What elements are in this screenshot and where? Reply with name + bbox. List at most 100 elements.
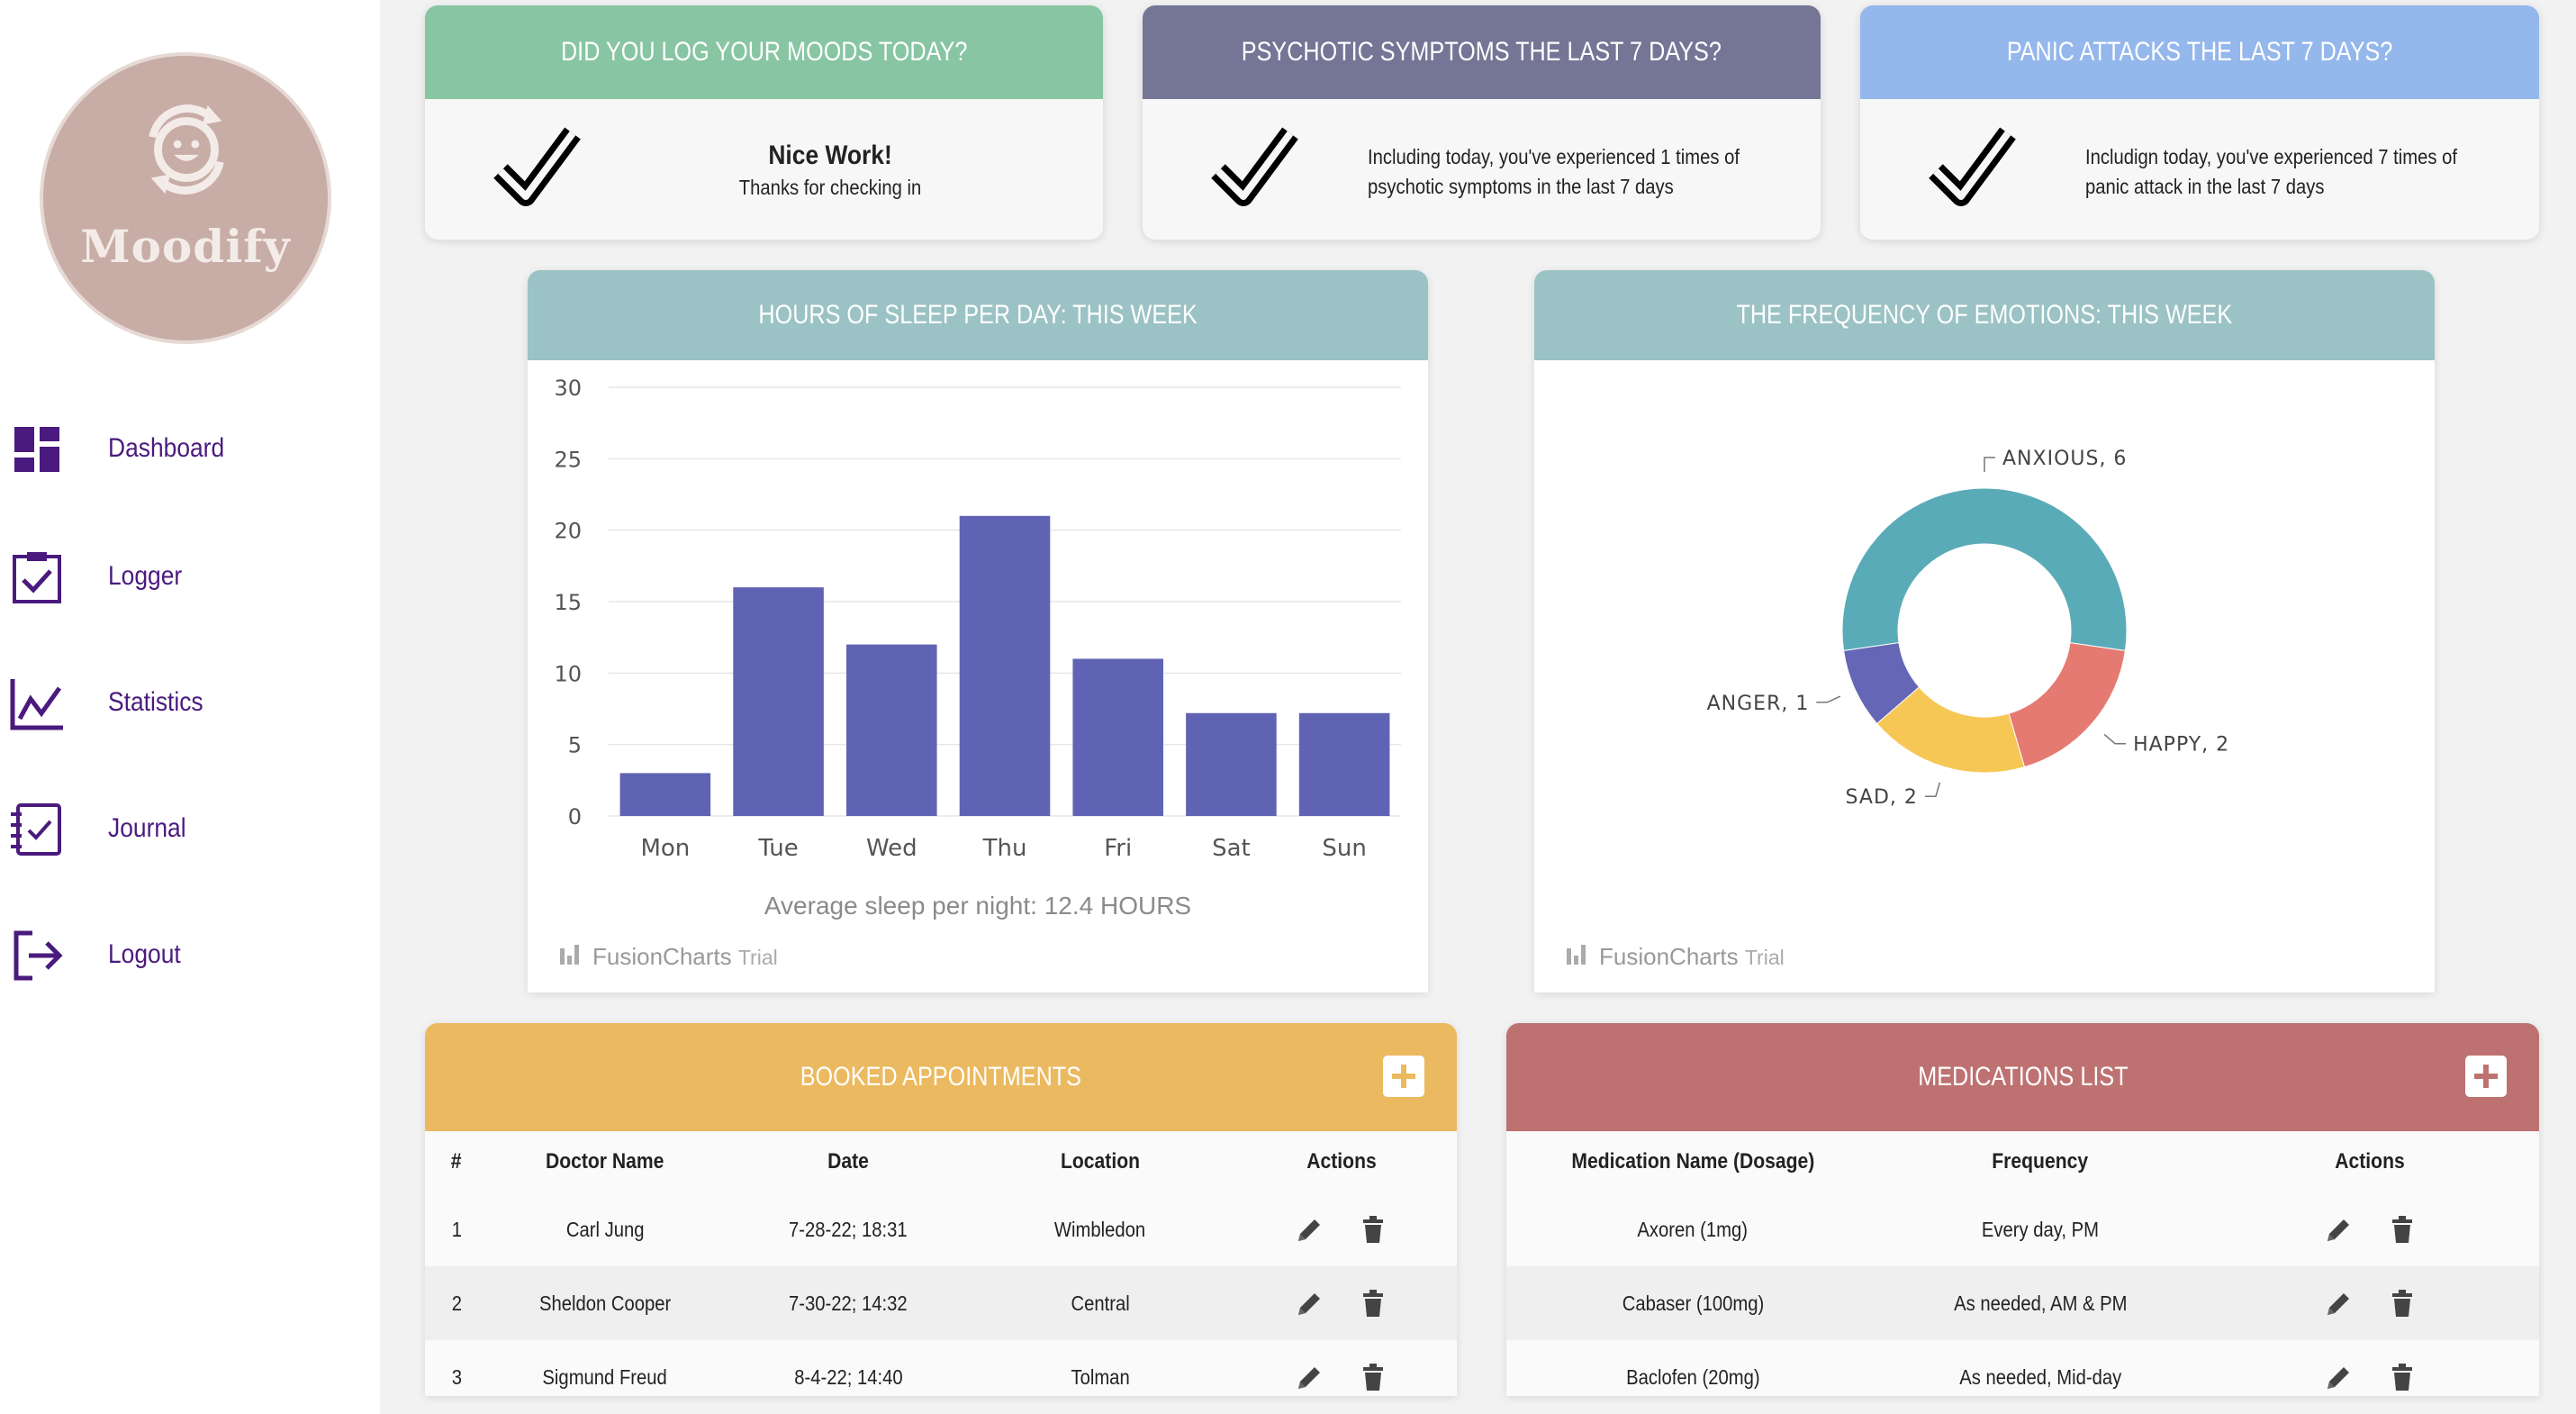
add-medication-button[interactable] (2465, 1056, 2507, 1097)
checkmark-icon (1929, 127, 2016, 206)
nav-item-logout[interactable]: Logout (0, 919, 380, 991)
edit-icon[interactable] (1295, 1288, 1325, 1319)
nav-item-statistics[interactable]: Statistics (0, 666, 380, 739)
mood-log-heading: Nice Work! (768, 140, 892, 170)
cell-doctor: Sheldon Cooper (538, 1291, 672, 1315)
y-tick-label: 5 (568, 733, 582, 758)
psychotic-symptoms-line1: Including today, you've experienced 1 ti… (1368, 145, 1740, 168)
cell-doctor: Carl Jung (565, 1217, 645, 1241)
delete-icon[interactable] (2387, 1288, 2418, 1319)
col-header-actions: Actions (1306, 1149, 1377, 1174)
medications-header: MEDICATIONS LIST (1506, 1023, 2539, 1131)
col-header-actions: Actions (2335, 1149, 2406, 1174)
edit-icon[interactable] (1295, 1214, 1325, 1245)
cell-actions (2201, 1340, 2539, 1396)
panic-attacks-line2: panic attack in the last 7 days (2085, 175, 2325, 198)
cell-frequency: As needed, Mid-day (1958, 1364, 2122, 1389)
slice-connector (2103, 733, 2127, 745)
cell-number: 3 (451, 1364, 462, 1389)
bar-tue[interactable] (733, 587, 824, 816)
slice-label: ANGER, 1 (1707, 693, 1810, 715)
sleep-bar-chart: 0 5 10 15 20 25 30 Mon Tue Wed Thu Fri Sat Sun (554, 376, 1401, 862)
cell-medication: Cabaser (100mg) (1622, 1291, 1764, 1315)
table-row: 3 Sigmund Freud 8-4-22; 14:40 Tolman (425, 1340, 1457, 1396)
x-tick-label: Thu (982, 835, 1027, 862)
bar-mon[interactable] (619, 773, 711, 816)
col-header-number: # (451, 1149, 462, 1174)
y-tick-label: 10 (554, 661, 582, 686)
checkmark-icon (1211, 127, 1298, 206)
bar-sat[interactable] (1186, 712, 1277, 816)
dashboard-icon (14, 427, 59, 472)
cell-medication: Axoren (1mg) (1637, 1217, 1749, 1241)
emotion-chart-header: THE FREQUENCY OF EMOTIONS: THIS WEEK (1534, 270, 2435, 360)
sleep-chart-header: HOURS OF SLEEP PER DAY: THIS WEEK (528, 270, 1428, 360)
bar-sun[interactable] (1298, 712, 1390, 816)
col-header-medication: Medication Name (Dosage) (1571, 1149, 1814, 1174)
panic-attacks-line1: Includign today, you've experienced 7 ti… (2085, 145, 2458, 168)
fusioncharts-logo-icon (1567, 945, 1586, 965)
edit-icon[interactable] (2324, 1214, 2355, 1245)
psychotic-symptoms-line2: psychotic symptoms in the last 7 days (1368, 175, 1674, 198)
slice-connector (1984, 457, 1995, 472)
y-tick-label: 30 (554, 376, 582, 401)
delete-icon[interactable] (1358, 1214, 1388, 1245)
nav-item-journal[interactable]: Journal (0, 793, 380, 865)
bar-wed[interactable] (846, 644, 937, 816)
edit-icon[interactable] (2324, 1288, 2355, 1319)
col-header-location: Location (1061, 1149, 1140, 1174)
table-row: 1 Carl Jung 7-28-22; 18:31 Wimbledon (425, 1192, 1457, 1266)
slice-happy[interactable] (2008, 642, 2126, 768)
nav-label-dashboard: Dashboard (108, 433, 225, 463)
fusioncharts-watermark: FusionCharts Trial (1565, 943, 1785, 971)
cell-date: 8-4-22; 14:40 (793, 1364, 903, 1389)
table-row: 2 Sheldon Cooper 7-30-22; 14:32 Central (425, 1266, 1457, 1340)
sidebar: Moodify Dashboard Logger Statistics (0, 0, 380, 1414)
col-header-date: Date (827, 1149, 869, 1174)
slice-connector (1924, 782, 1941, 797)
y-tick-label: 0 (568, 804, 582, 829)
table-row: Baclofen (20mg) As needed, Mid-day (1506, 1340, 2539, 1396)
x-tick-label: Sat (1212, 835, 1251, 862)
app-logo[interactable]: Moodify (40, 52, 331, 344)
emotion-donut-chart: ANXIOUS, 6 HAPPY, 2 SAD, 2 ANGER, 1 (1707, 448, 2229, 809)
cell-frequency: Every day, PM (1981, 1217, 2100, 1241)
x-tick-label: Mon (640, 835, 690, 862)
slice-anger[interactable] (1843, 642, 1921, 725)
cell-medication: Baclofen (20mg) (1625, 1364, 1760, 1389)
mood-log-card: DID YOU LOG YOUR MOODS TODAY? Nice Work!… (425, 5, 1103, 240)
sleep-chart-panel: HOURS OF SLEEP PER DAY: THIS WEEK 0 5 10 15… (528, 270, 1428, 993)
edit-icon[interactable] (1295, 1362, 1325, 1392)
delete-icon[interactable] (2387, 1362, 2418, 1392)
smiley-refresh-icon (149, 104, 224, 195)
delete-icon[interactable] (2387, 1214, 2418, 1245)
logo-text: Moodify (80, 220, 291, 273)
appointments-table: # Doctor Name Date Location Actions 1 Car… (425, 1131, 1457, 1396)
col-header-frequency: Frequency (1992, 1149, 2089, 1174)
nav-item-dashboard[interactable]: Dashboard (0, 412, 380, 485)
cell-date: 7-28-22; 18:31 (789, 1217, 908, 1241)
delete-icon[interactable] (1358, 1362, 1388, 1392)
add-appointment-button[interactable] (1383, 1056, 1424, 1097)
psychotic-symptoms-card-header: PSYCHOTIC SYMPTOMS THE LAST 7 DAYS? (1143, 5, 1821, 99)
cell-date: 7-30-22; 14:32 (789, 1291, 908, 1315)
medications-card: MEDICATIONS LIST Medication Name (Dosage… (1506, 1023, 2539, 1396)
nav-item-logger[interactable]: Logger (0, 540, 380, 612)
delete-icon[interactable] (1358, 1288, 1388, 1319)
bar-thu[interactable] (959, 515, 1051, 816)
bar-fri[interactable] (1072, 658, 1163, 816)
slice-label: HAPPY, 2 (2133, 734, 2229, 757)
nav-label-statistics: Statistics (108, 687, 203, 717)
slice-label: ANXIOUS, 6 (2002, 448, 2127, 470)
slice-anxious[interactable] (1841, 487, 2128, 652)
cell-frequency: As needed, AM & PM (1953, 1291, 2128, 1315)
y-tick-label: 15 (554, 590, 582, 615)
y-tick-label: 20 (554, 519, 582, 544)
nav-label-journal: Journal (108, 813, 186, 843)
edit-icon[interactable] (2324, 1362, 2355, 1392)
sleep-chart-caption: Average sleep per night: 12.4 HOURS (764, 892, 1192, 920)
slice-label: SAD, 2 (1846, 786, 1918, 809)
cell-doctor: Sigmund Freud (542, 1364, 668, 1389)
fusioncharts-watermark: FusionCharts Trial (558, 943, 778, 971)
col-header-doctor: Doctor Name (546, 1149, 664, 1174)
